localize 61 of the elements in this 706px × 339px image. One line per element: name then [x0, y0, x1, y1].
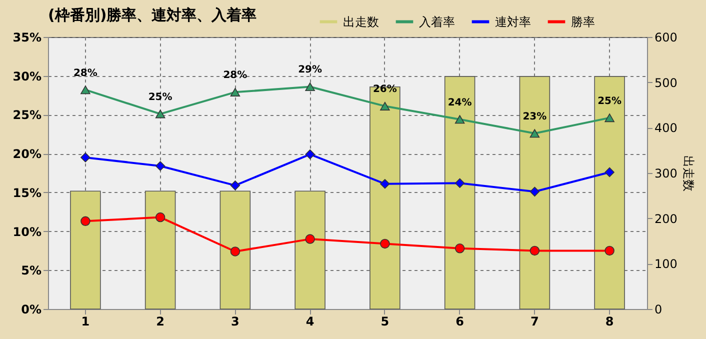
y2-tick-label: 200: [654, 212, 678, 226]
y-tick-label: 20%: [12, 147, 42, 162]
data-label: 25%: [598, 96, 622, 107]
chart-title: (枠番別)勝率、連対率、入着率: [48, 6, 257, 24]
point: [380, 102, 390, 110]
data-label: 29%: [298, 64, 322, 76]
x-tick-label: 3: [231, 314, 240, 328]
y-tick-label: 5%: [21, 264, 42, 278]
legend-label: 入着率: [419, 14, 455, 29]
x-tick-label: 5: [380, 314, 390, 328]
y2-tick-label: 300: [654, 166, 678, 180]
point: [380, 238, 390, 249]
y-tick-label: 30%: [12, 69, 42, 84]
point: [155, 110, 166, 118]
y2-axis-title: 出走数: [681, 156, 696, 192]
point: [454, 244, 465, 254]
point: [454, 178, 465, 188]
x-tick-label: 1: [81, 314, 90, 328]
y-tick-label: 0%: [21, 302, 42, 316]
data-label: 28%: [73, 68, 98, 79]
point: [530, 186, 540, 197]
data-label: 23%: [522, 111, 547, 122]
y-tick-label: 15%: [12, 186, 42, 200]
y2-tick-label: 400: [654, 121, 678, 136]
y2-tick-label: 600: [654, 30, 678, 44]
data-label: 28%: [223, 70, 248, 82]
data-label: 25%: [148, 92, 172, 103]
y-tick-label: 35%: [12, 30, 42, 44]
y2-tick-label: 100: [654, 257, 678, 272]
y2-tick-label: 0: [654, 302, 662, 316]
data-label: 26%: [372, 84, 397, 96]
point: [604, 246, 614, 256]
point: [454, 115, 465, 124]
point: [604, 167, 614, 178]
point: [530, 129, 540, 138]
point: [230, 88, 240, 96]
point: [230, 180, 240, 190]
point: [305, 82, 315, 92]
point: [155, 212, 166, 222]
point: [80, 86, 90, 94]
point: [305, 234, 315, 244]
y2-tick-label: 500: [654, 76, 678, 90]
point: [80, 152, 90, 162]
point: [604, 114, 614, 122]
legend-label: 出走数: [343, 14, 379, 29]
y-tick-label: 25%: [12, 108, 42, 122]
legend-label: 勝率: [571, 14, 595, 29]
x-tick-label: 8: [605, 314, 614, 328]
point: [230, 246, 240, 256]
point: [380, 179, 390, 189]
point: [155, 161, 166, 171]
y-tick-label: 10%: [12, 224, 42, 239]
point: [80, 216, 90, 226]
x-tick-label: 2: [156, 314, 164, 328]
legend-label: 連対率: [495, 14, 531, 29]
x-tick-label: 4: [306, 314, 314, 328]
point: [305, 149, 315, 160]
x-tick-label: 7: [530, 314, 539, 328]
data-label: 24%: [448, 97, 472, 108]
point: [530, 246, 540, 256]
x-tick-label: 6: [456, 314, 464, 328]
